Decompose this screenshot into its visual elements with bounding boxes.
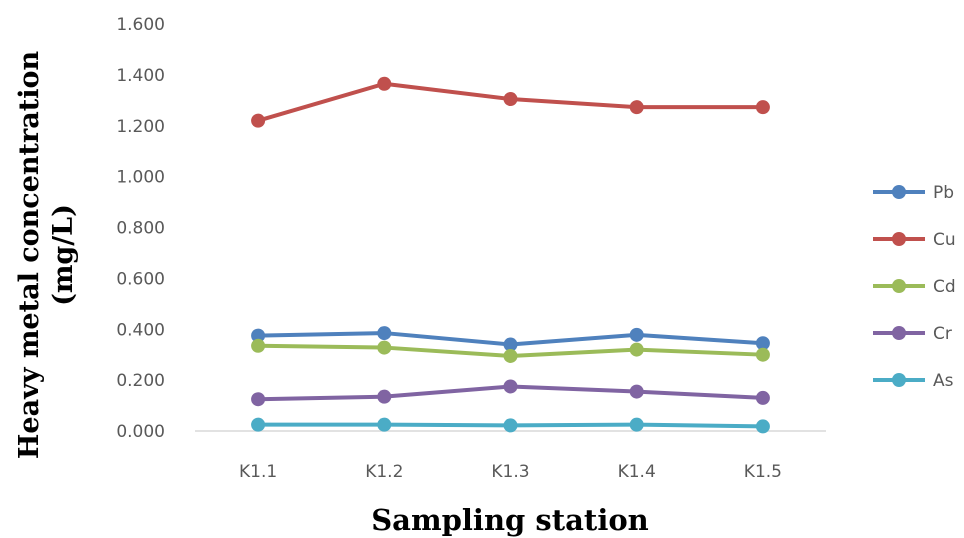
data-point-cr xyxy=(629,384,644,399)
y-axis-ticks: 0.000 0.200 0.400 0.600 0.800 1.000 1.200 1.400… xyxy=(116,15,165,442)
legend-label: Pb xyxy=(933,183,954,203)
series-cu xyxy=(251,76,770,128)
y-axis-title-line2: (mg/L) xyxy=(48,204,79,306)
legend-label: Cr xyxy=(933,324,952,344)
data-point-as xyxy=(251,417,266,432)
data-point-cr xyxy=(251,392,266,407)
data-point-pb xyxy=(377,326,392,341)
data-point-pb xyxy=(503,337,518,352)
y-tick-label: 1.200 xyxy=(116,117,165,137)
series-cd xyxy=(251,338,770,363)
legend-marker xyxy=(892,326,906,340)
data-point-cu xyxy=(629,100,644,115)
x-tick-label: K1.1 xyxy=(239,462,277,482)
legend-item-as: As xyxy=(873,371,954,391)
data-point-cd xyxy=(251,338,266,353)
data-point-as xyxy=(503,418,518,433)
y-tick-label: 0.800 xyxy=(116,219,165,239)
x-tick-label: K1.4 xyxy=(618,462,656,482)
legend: Pb Cu Cd Cr As xyxy=(873,183,956,391)
legend-label: Cu xyxy=(933,230,956,250)
legend-marker xyxy=(892,373,906,387)
y-axis-title: Heavy metal concentration (mg/L) xyxy=(14,51,79,460)
legend-label: Cd xyxy=(933,277,956,297)
legend-item-cr: Cr xyxy=(873,324,952,344)
data-point-as xyxy=(377,417,392,432)
data-point-cu xyxy=(251,113,266,128)
data-point-pb xyxy=(755,336,770,351)
legend-label: As xyxy=(933,371,954,391)
y-tick-label: 0.000 xyxy=(116,422,165,442)
series-pb xyxy=(251,326,770,352)
data-point-cr xyxy=(503,379,518,394)
data-point-cd xyxy=(377,340,392,355)
legend-item-pb: Pb xyxy=(873,183,954,203)
data-point-cu xyxy=(755,100,770,115)
y-tick-label: 1.600 xyxy=(116,15,165,35)
data-point-cr xyxy=(377,389,392,404)
data-point-cd xyxy=(629,342,644,357)
legend-item-cu: Cu xyxy=(873,230,956,250)
y-tick-label: 0.600 xyxy=(116,269,165,289)
y-tick-label: 1.400 xyxy=(116,66,165,86)
series-as xyxy=(251,417,770,434)
x-tick-label: K1.2 xyxy=(365,462,403,482)
x-tick-label: K1.5 xyxy=(744,462,782,482)
data-point-cr xyxy=(755,390,770,405)
data-point-as xyxy=(755,419,770,434)
data-point-cu xyxy=(503,92,518,107)
series-cr xyxy=(251,379,770,407)
legend-marker xyxy=(892,232,906,246)
data-point-pb xyxy=(251,328,266,343)
data-point-cd xyxy=(503,348,518,363)
y-axis-title-line1: Heavy metal concentration xyxy=(14,51,45,460)
data-point-cd xyxy=(755,347,770,362)
data-point-as xyxy=(629,417,644,432)
legend-marker xyxy=(892,185,906,199)
x-tick-label: K1.3 xyxy=(491,462,529,482)
data-point-cu xyxy=(377,76,392,91)
y-tick-label: 1.000 xyxy=(116,168,165,188)
y-tick-label: 0.400 xyxy=(116,320,165,340)
data-point-pb xyxy=(629,327,644,342)
legend-item-cd: Cd xyxy=(873,277,956,297)
x-axis-ticks: K1.1 K1.2 K1.3 K1.4 K1.5 xyxy=(239,462,782,482)
y-tick-label: 0.200 xyxy=(116,371,165,391)
x-axis-title: Sampling station xyxy=(371,503,649,537)
legend-marker xyxy=(892,279,906,293)
series-group xyxy=(251,76,770,434)
